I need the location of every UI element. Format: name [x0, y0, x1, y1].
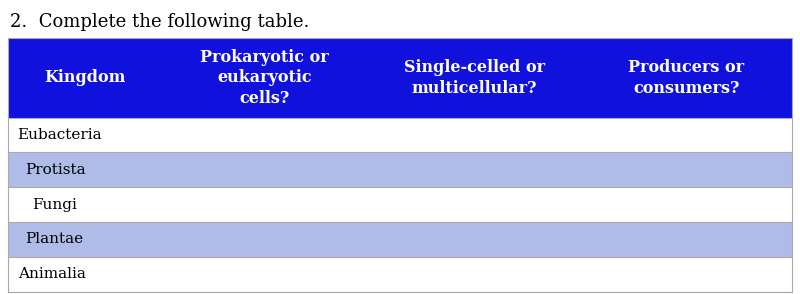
Bar [8, 187, 792, 222]
Text: Single-celled or
multicellular?: Single-celled or multicellular? [404, 59, 545, 97]
Text: Fungi: Fungi [32, 198, 77, 212]
Bar [8, 118, 792, 152]
Bar [8, 152, 792, 187]
Text: Prokaryotic or
eukaryotic
cells?: Prokaryotic or eukaryotic cells? [200, 49, 329, 107]
Bar [8, 38, 792, 118]
Text: Plantae: Plantae [26, 233, 84, 246]
Text: Producers or
consumers?: Producers or consumers? [628, 59, 744, 97]
Text: Kingdom: Kingdom [44, 69, 125, 86]
Text: Protista: Protista [26, 163, 86, 177]
Text: Animalia: Animalia [18, 267, 86, 281]
Text: 2.  Complete the following table.: 2. Complete the following table. [10, 13, 309, 31]
Bar [8, 222, 792, 257]
Text: Eubacteria: Eubacteria [18, 128, 102, 142]
Bar [8, 257, 792, 292]
